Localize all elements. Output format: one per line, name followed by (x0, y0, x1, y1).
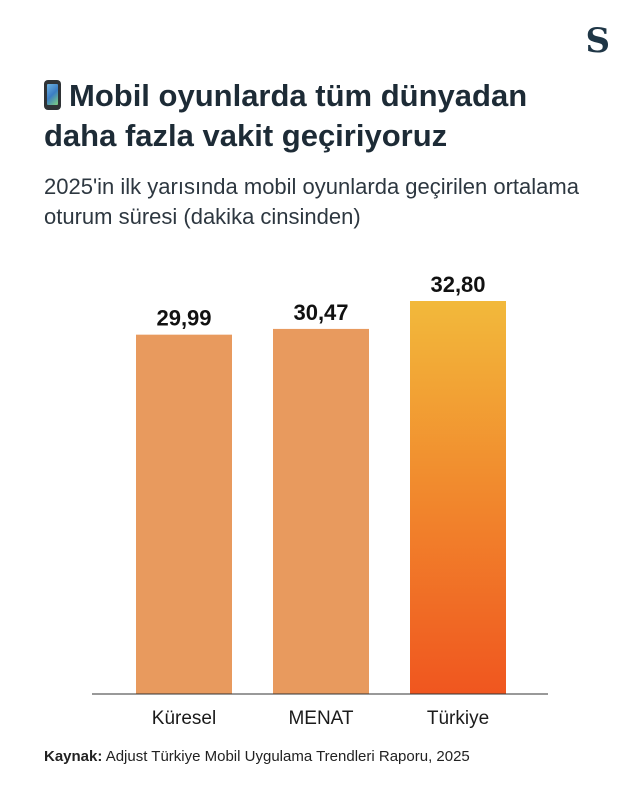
source-label: Kaynak: (44, 748, 103, 765)
category-label-türkiye: Türkiye (427, 708, 489, 729)
chart-subtitle: 2025'in ilk yarısında mobil oyunlarda ge… (44, 174, 579, 229)
chart-title: Mobil oyunlarda tüm dünyadan daha fazla … (44, 76, 604, 156)
category-label-menat: MENAT (288, 708, 353, 729)
bar-küresel (136, 334, 232, 694)
source-text: Adjust Türkiye Mobil Uygulama Trendleri … (105, 748, 470, 765)
bar-menat (273, 328, 369, 694)
bar-türkiye (410, 301, 506, 694)
value-label-küresel: 29,99 (156, 306, 211, 331)
value-label-türkiye: 32,80 (430, 272, 485, 297)
mobile-phone-icon (44, 80, 61, 110)
source-note: Kaynak: Adjust Türkiye Mobil Uygulama Tr… (44, 748, 470, 765)
value-label-menat: 30,47 (293, 300, 348, 325)
brand-logo: S (585, 21, 610, 61)
chart-title-text: Mobil oyunlarda tüm dünyadan daha fazla … (44, 78, 528, 153)
category-label-küresel: Küresel (152, 708, 216, 729)
